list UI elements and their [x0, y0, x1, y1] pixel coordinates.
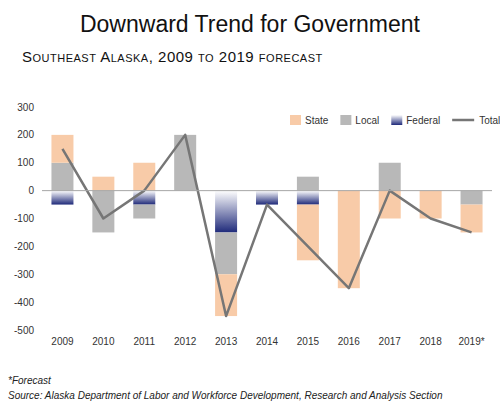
- bar-segment: [92, 177, 114, 191]
- x-tick-label: 2017: [379, 336, 402, 347]
- x-tick-label: 2011: [134, 336, 156, 347]
- y-tick-label: -300: [14, 269, 34, 280]
- x-tick-label: 2014: [256, 336, 279, 347]
- x-tick-label: 2015: [297, 336, 320, 347]
- chart-root: Downward Trend for Government Southeast A…: [0, 0, 500, 417]
- x-tick-label: 2010: [92, 336, 115, 347]
- bar-segment: [256, 191, 278, 205]
- bar-segment: [338, 191, 360, 289]
- total-line: [62, 135, 471, 316]
- title: Downward Trend for Government: [80, 11, 421, 37]
- bar-segment: [92, 191, 114, 233]
- bar-segment: [215, 191, 237, 233]
- legend-label: Total: [479, 115, 500, 126]
- chart: Downward Trend for Government Southeast A…: [0, 0, 500, 417]
- x-tick-label: 2013: [215, 336, 238, 347]
- bar-segment: [133, 191, 155, 205]
- bar-segment: [133, 205, 155, 219]
- y-tick-label: 200: [17, 129, 34, 140]
- bar-segment: [297, 177, 319, 191]
- bar-segment: [174, 135, 196, 191]
- bar-segment: [461, 205, 483, 233]
- legend: State Local Federal Total: [290, 115, 500, 126]
- bar-segment: [461, 191, 483, 205]
- x-tick-label: 2009: [51, 336, 74, 347]
- x-tick-label: 2016: [338, 336, 361, 347]
- legend-swatch: [391, 115, 402, 125]
- legend-swatch: [340, 115, 351, 125]
- legend-label: Federal: [406, 115, 440, 126]
- x-tick-label: 2018: [420, 336, 443, 347]
- x-tick-label: 2019*: [458, 336, 484, 347]
- bar-segment: [215, 232, 237, 274]
- bar-segment: [297, 205, 319, 261]
- bar-segment: [297, 191, 319, 205]
- subtitle: Southeast Alaska, 2009 to 2019 forecast: [22, 48, 323, 65]
- bar-segment: [51, 191, 73, 205]
- bar-segment: [379, 163, 401, 191]
- y-tick-label: 100: [17, 157, 34, 168]
- legend-swatch: [452, 119, 474, 122]
- plot-area: [51, 135, 482, 316]
- zero-line: [42, 190, 492, 191]
- bar-segment: [51, 163, 73, 191]
- legend-swatch: [290, 115, 301, 125]
- y-tick-label: -200: [14, 241, 34, 252]
- y-tick-label: 0: [28, 185, 34, 196]
- footnote: *Forecast: [8, 375, 52, 386]
- y-tick-label: -500: [14, 325, 34, 336]
- bar-segment: [133, 163, 155, 191]
- legend-label: Local: [355, 115, 379, 126]
- x-tick-label: 2012: [174, 336, 197, 347]
- y-tick-label: -100: [14, 213, 34, 224]
- y-tick-label: 300: [17, 102, 34, 113]
- footnote: Source: Alaska Department of Labor and W…: [8, 390, 443, 401]
- legend-label: State: [305, 115, 329, 126]
- y-tick-label: -400: [14, 297, 34, 308]
